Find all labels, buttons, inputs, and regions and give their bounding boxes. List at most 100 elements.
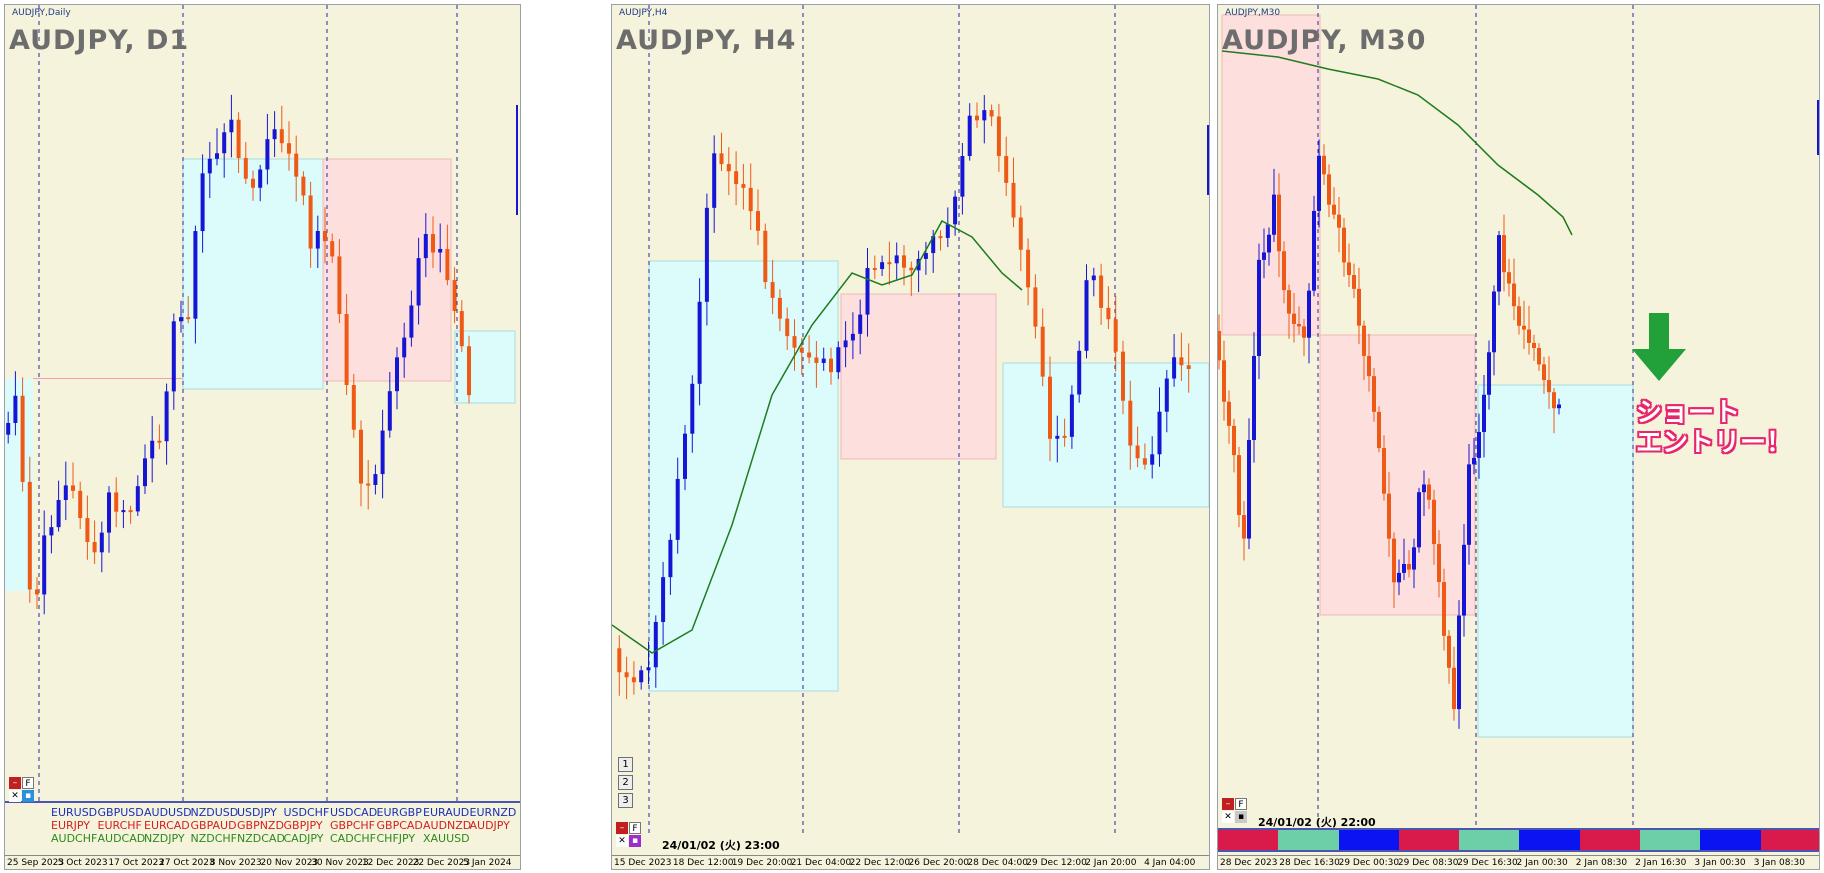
close-button[interactable]: –: [616, 822, 628, 834]
currency-pair-link[interactable]: EURGBP: [376, 806, 422, 819]
currency-pair-link[interactable]: GBPCAD: [376, 819, 423, 832]
candle-body: [1422, 484, 1426, 493]
chart-pane-m30[interactable]: AUDJPY,M30 AUDJPY, M30 – F ✕ ▪ 24/01/02 …: [1217, 4, 1820, 870]
currency-pair-link[interactable]: XAUUSD: [423, 832, 470, 845]
candle-body: [1077, 350, 1082, 395]
candle-body: [222, 132, 227, 154]
config-button[interactable]: ▪: [629, 835, 641, 847]
candle-body: [1292, 313, 1296, 324]
currency-pair-link[interactable]: AUDCHF: [51, 832, 98, 845]
candle-body: [1367, 355, 1371, 377]
candle-body: [1055, 435, 1060, 439]
x-button[interactable]: ✕: [1222, 811, 1234, 823]
button-1[interactable]: 1: [618, 757, 633, 772]
candle-body: [1099, 275, 1104, 308]
candle-body: [1237, 455, 1241, 516]
f-button[interactable]: F: [1235, 798, 1247, 810]
candle-body: [1482, 394, 1486, 432]
currency-pair-link[interactable]: GBPAUD: [190, 819, 237, 832]
session-segment: [1579, 830, 1641, 850]
candle-body: [734, 171, 739, 185]
candle-body: [960, 156, 965, 197]
pane-subtitle: AUDJPY,M30: [1225, 8, 1281, 18]
currency-pair-link[interactable]: EURJPY: [51, 819, 90, 832]
button-2[interactable]: 2: [618, 775, 633, 790]
candle-body: [107, 492, 111, 533]
candle-body: [1084, 280, 1089, 351]
candle-body: [1033, 287, 1038, 327]
currency-pair-link[interactable]: USDCHF: [283, 806, 330, 819]
candle-body: [359, 429, 363, 484]
candle-body: [186, 317, 191, 320]
candle-body: [1427, 484, 1431, 500]
candle-body: [1150, 454, 1155, 465]
candle-body: [193, 231, 198, 319]
candle-body: [1442, 582, 1446, 636]
currency-pair-link[interactable]: CHFJPY: [376, 832, 416, 845]
f-button[interactable]: F: [22, 777, 34, 789]
session-segment: [1218, 830, 1279, 850]
candle-body: [164, 391, 169, 442]
currency-pair-link[interactable]: GBPJPY: [283, 819, 323, 832]
candle-body: [1532, 342, 1536, 348]
currency-pair-link[interactable]: NZDUSD: [190, 806, 239, 819]
candle-body: [1407, 563, 1411, 570]
currency-pair-link[interactable]: EURUSD: [51, 806, 98, 819]
candle-body: [799, 347, 804, 353]
candle-body: [1164, 378, 1169, 412]
time-label: 27 Oct 2023: [159, 858, 215, 868]
currency-pair-link[interactable]: GBPUSD: [97, 806, 144, 819]
button-3[interactable]: 3: [618, 793, 633, 808]
time-label: 2 Jan 20:00: [1085, 858, 1137, 868]
candle-body: [351, 385, 356, 430]
range-box: [454, 330, 516, 404]
datetime-label: 24/01/02 (火) 23:00: [662, 839, 780, 852]
candle-body: [1297, 323, 1301, 327]
currency-pair-link[interactable]: NZDCHF: [190, 832, 238, 845]
candle-body: [807, 352, 812, 358]
session-segment: [1398, 830, 1460, 850]
candle-body: [251, 178, 255, 188]
candle-body: [272, 129, 277, 140]
candle-body: [1517, 306, 1521, 326]
currency-pair-link[interactable]: NZDCAD: [237, 832, 285, 845]
currency-pair-link[interactable]: USDCAD: [330, 806, 378, 819]
currency-pair-link[interactable]: AUDCAD: [97, 832, 146, 845]
candle-body: [1069, 394, 1074, 437]
candle-body: [1372, 376, 1376, 412]
candle-body: [1337, 214, 1341, 228]
currency-pair-link[interactable]: AUDJPY: [469, 819, 510, 832]
candle-body: [200, 173, 205, 232]
currency-pair-link[interactable]: AUDNZD: [423, 819, 472, 832]
close-button[interactable]: –: [9, 777, 21, 789]
currency-pair-link[interactable]: CADJPY: [283, 832, 324, 845]
currency-pair-link[interactable]: EURCAD: [144, 819, 190, 832]
candle-body: [445, 248, 450, 281]
currency-pair-link[interactable]: EURNZD: [469, 806, 517, 819]
config-button[interactable]: ▪: [1235, 811, 1247, 823]
currency-pair-link[interactable]: USDJPY: [237, 806, 277, 819]
chart-pane-h4[interactable]: AUDJPY,H4 AUDJPY, H4 1 2 3 – F ✕ ▪ 24/01…: [611, 4, 1210, 870]
pane-subtitle: AUDJPY,H4: [619, 8, 668, 18]
candle-body: [366, 483, 371, 486]
currency-pair-link[interactable]: EURAUD: [423, 806, 470, 819]
currency-pair-link[interactable]: GBPCHF: [330, 819, 375, 832]
currency-pair-link[interactable]: GBPNZD: [237, 819, 284, 832]
candle-body: [1342, 227, 1346, 263]
candle-body: [617, 648, 622, 673]
f-button[interactable]: F: [629, 822, 641, 834]
candle-body: [953, 196, 958, 225]
currency-pair-link[interactable]: NZDJPY: [144, 832, 185, 845]
candle-body: [1247, 440, 1251, 539]
x-button[interactable]: ✕: [9, 790, 21, 802]
candle-body: [1113, 319, 1118, 352]
x-button[interactable]: ✕: [616, 835, 628, 847]
currency-pair-link[interactable]: CADCHF: [330, 832, 376, 845]
chart-pane-d1[interactable]: AUDJPY,Daily AUDJPY, D1 EURUSD GBPUSD AUDU…: [4, 4, 521, 870]
currency-pair-link[interactable]: EURCHF: [97, 819, 142, 832]
time-label: 29 Dec 12:00: [1026, 858, 1087, 868]
candle-body: [1392, 538, 1396, 583]
close-button[interactable]: –: [1222, 798, 1234, 810]
currency-pair-link[interactable]: AUDUSD: [144, 806, 192, 819]
config-button[interactable]: ▪: [22, 790, 34, 802]
